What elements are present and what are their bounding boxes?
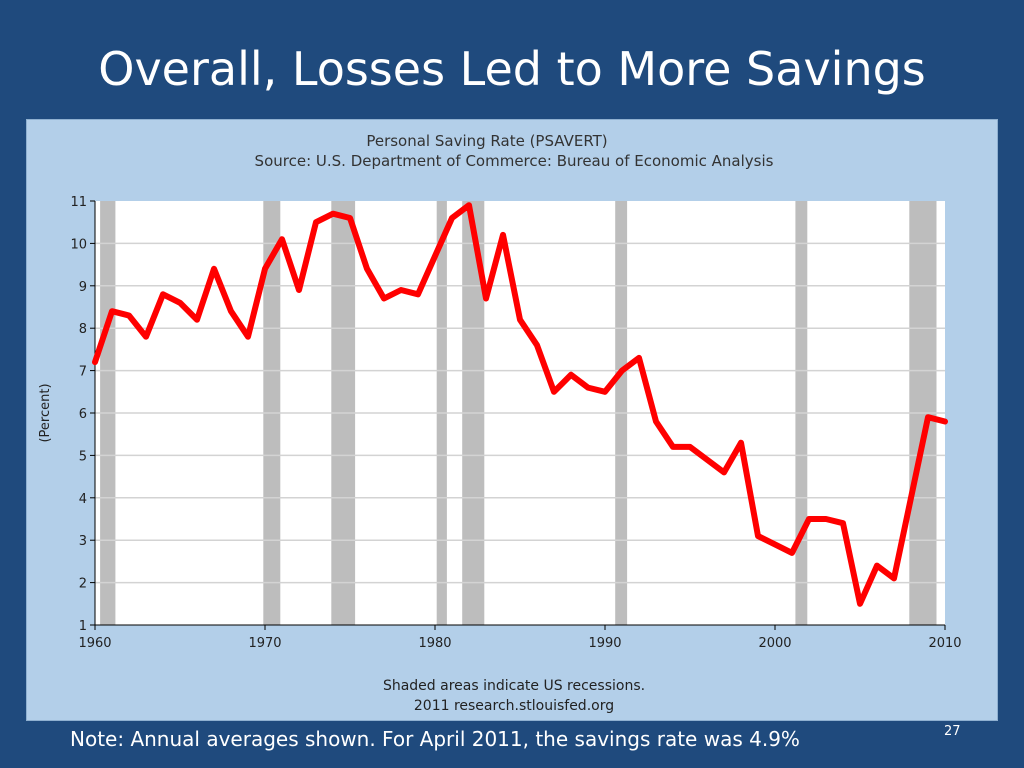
data-point-2008 [908, 495, 914, 501]
data-point-1971 [279, 236, 285, 242]
data-point-1965 [177, 300, 183, 306]
data-point-2010 [942, 418, 948, 424]
data-point-1985 [517, 317, 523, 323]
y-tick-label-7: 7 [79, 365, 87, 380]
y-tick-label-6: 6 [79, 407, 87, 422]
data-point-1980 [432, 253, 438, 259]
x-tick-label-2000: 2000 [758, 636, 791, 651]
data-point-1994 [670, 444, 676, 450]
data-point-1982 [466, 202, 472, 208]
data-point-1960 [92, 359, 98, 365]
data-point-1998 [738, 440, 744, 446]
data-point-1974 [330, 211, 336, 217]
data-point-2001 [789, 550, 795, 556]
grid-lines [95, 242, 945, 584]
slide-title: Overall, Losses Led to More Savings [98, 42, 926, 96]
data-point-1963 [143, 334, 149, 340]
data-point-1992 [636, 355, 642, 361]
data-point-1970 [262, 266, 268, 272]
data-point-1966 [194, 317, 200, 323]
data-point-1973 [313, 219, 319, 225]
data-point-2009 [925, 414, 931, 420]
chart-subtitle: Source: U.S. Department of Commerce: Bur… [255, 152, 774, 170]
data-point-1968 [228, 308, 234, 314]
data-point-2002 [806, 516, 812, 522]
chart-frame: Personal Saving Rate (PSAVERT) Source: U… [26, 119, 998, 721]
data-point-1997 [721, 469, 727, 475]
saving-rate-chart: Personal Saving Rate (PSAVERT) Source: U… [38, 132, 962, 714]
data-point-2003 [823, 516, 829, 522]
y-tick-label-9: 9 [79, 280, 87, 295]
y-tick-label-1: 1 [79, 619, 87, 634]
y-tick-label-10: 10 [70, 237, 87, 252]
data-point-1969 [245, 334, 251, 340]
data-point-1979 [415, 291, 421, 297]
data-point-1989 [585, 385, 591, 391]
data-point-2004 [840, 520, 846, 526]
data-point-2000 [772, 541, 778, 547]
data-point-1976 [364, 266, 370, 272]
data-point-1964 [160, 291, 166, 297]
data-point-1999 [755, 533, 761, 539]
data-point-1977 [381, 296, 387, 302]
data-point-1993 [653, 418, 659, 424]
y-tick-label-8: 8 [79, 322, 87, 337]
page-number: 27 [944, 724, 961, 739]
data-point-1987 [551, 389, 557, 395]
y-tick-label-4: 4 [79, 492, 87, 507]
data-point-2007 [891, 575, 897, 581]
data-point-1978 [398, 287, 404, 293]
source-caption: 2011 research.stlouisfed.org [414, 698, 614, 714]
data-point-1995 [687, 444, 693, 450]
data-point-1984 [500, 232, 506, 238]
data-point-1986 [534, 342, 540, 348]
data-point-1972 [296, 287, 302, 293]
chart-title: Personal Saving Rate (PSAVERT) [366, 132, 607, 150]
data-point-2005 [857, 601, 863, 607]
data-point-1991 [619, 368, 625, 374]
data-point-1990 [602, 389, 608, 395]
x-tick-label-2010: 2010 [928, 636, 961, 651]
footnote: Note: Annual averages shown. For April 2… [70, 727, 800, 751]
data-point-1975 [347, 215, 353, 221]
data-point-1961 [109, 308, 115, 314]
x-tick-label-1990: 1990 [588, 636, 621, 651]
y-tick-label-11: 11 [70, 195, 87, 210]
data-point-1988 [568, 372, 574, 378]
data-point-1996 [704, 457, 710, 463]
data-point-1962 [126, 312, 132, 318]
series-line-layer [92, 202, 948, 607]
data-point-1983 [483, 296, 489, 302]
x-tick-label-1960: 1960 [78, 636, 111, 651]
recession-caption: Shaded areas indicate US recessions. [383, 678, 645, 694]
y-tick-label-2: 2 [79, 577, 87, 592]
data-point-1967 [211, 266, 217, 272]
x-tick-label-1980: 1980 [418, 636, 451, 651]
axes: 1 2 3 4 5 6 7 8 9 10 11 1960 1970 1980 1990 2000 2010 [70, 195, 961, 651]
y-tick-label-3: 3 [79, 534, 87, 549]
y-axis-label: (Percent) [38, 383, 53, 442]
data-point-2006 [874, 563, 880, 569]
x-tick-label-1970: 1970 [248, 636, 281, 651]
y-tick-label-5: 5 [79, 449, 87, 464]
data-point-1981 [449, 215, 455, 221]
